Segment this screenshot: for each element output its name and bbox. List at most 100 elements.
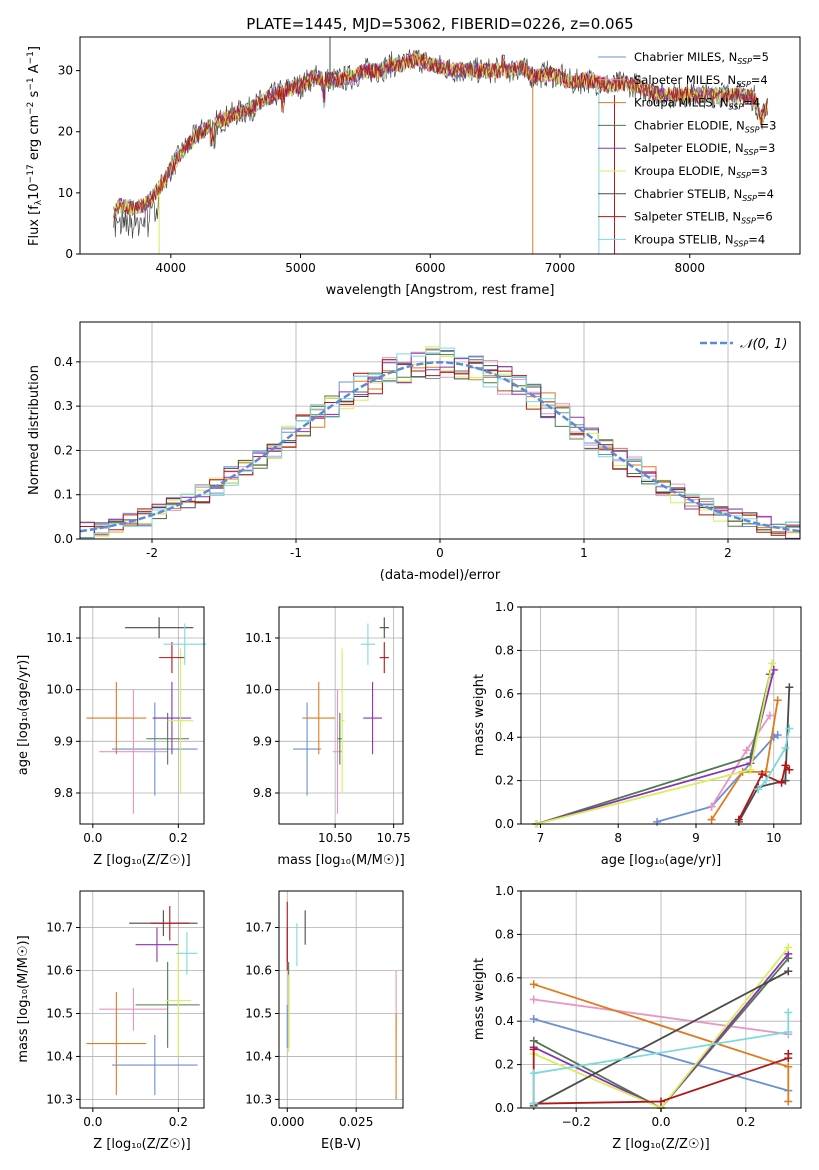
spectrum-line <box>113 52 768 214</box>
y-tick-label: 10.0 <box>46 683 73 697</box>
spectrum-legend: Chabrier MILES, NSSP=5 Salpeter MILES, NS… <box>598 50 776 248</box>
spectrum-panel: 4000 5000 6000 7000 8000 0 10 20 30 wavelength [… <box>26 36 801 298</box>
y-tick-label: 0.3 <box>54 399 73 413</box>
weight-marker <box>785 724 794 733</box>
legend-entry: Salpeter MILES, NSSP=4 <box>634 73 768 89</box>
age-vs-Z-ylabel: age [log₁₀(age/yr)] <box>16 655 31 776</box>
y-tick-label: 1.0 <box>495 600 514 614</box>
y-tick-label: 0.1 <box>54 488 73 502</box>
legend-entry: Kroupa ELODIE, NSSP=3 <box>634 164 768 180</box>
x-tick-label: 5000 <box>285 261 316 275</box>
y-tick-label: 0 <box>65 247 73 261</box>
residual-legend: 𝒩(0, 1) <box>700 337 787 352</box>
y-tick-label: 10.3 <box>46 1092 73 1106</box>
y-tick-label: 9.9 <box>54 734 73 748</box>
y-tick-label: 0.4 <box>54 355 73 369</box>
weight-marker <box>707 802 716 811</box>
residual-xlabel: (data-model)/error <box>380 568 501 583</box>
x-tick-label: 6000 <box>415 261 446 275</box>
weight-marker <box>784 1097 793 1106</box>
x-tick-label: 0.025 <box>339 1115 373 1129</box>
weight-marker <box>734 815 743 824</box>
y-tick-label: 0.8 <box>495 927 514 941</box>
x-tick-label: 9 <box>692 831 700 845</box>
y-tick-label: 0.8 <box>495 643 514 657</box>
mass-vs-Z-panel: 0.0 0.2 10.3 10.4 10.5 10.6 10.7 Z [log₁₀(Z/Z☉… <box>16 890 205 1152</box>
weight-marker <box>784 1062 793 1071</box>
y-tick-label: 10.0 <box>245 683 272 697</box>
weight-marker <box>785 765 794 774</box>
spectrum-line <box>113 51 768 220</box>
weight-marker <box>777 778 786 787</box>
y-tick-label: 0.4 <box>495 1014 514 1028</box>
weight-vs-age-ylabel: mass weight <box>472 674 487 756</box>
weight-line <box>757 728 791 790</box>
weight-marker <box>529 1069 538 1078</box>
weight-marker <box>657 1097 665 1106</box>
weight-marker <box>529 1045 538 1054</box>
weight-marker <box>784 943 793 952</box>
y-tick-label: 0.0 <box>495 1101 514 1115</box>
legend-entry: Salpeter ELODIE, NSSP=3 <box>634 141 775 157</box>
x-tick-label: 0.0 <box>83 1115 102 1129</box>
weight-vs-age-panel: 7 8 9 10 0.0 0.2 0.4 0.6 0.8 1.0 age [log₁₀(age/y… <box>472 600 802 868</box>
weight-marker <box>773 731 782 740</box>
x-tick-label: 4000 <box>156 261 187 275</box>
weight-marker <box>765 711 774 720</box>
weight-marker <box>781 761 790 770</box>
y-tick-label: 10.5 <box>46 1006 73 1020</box>
spectrum-line <box>113 54 768 221</box>
x-tick-label: 10 <box>766 831 781 845</box>
x-tick-label: 0.000 <box>270 1115 304 1129</box>
weight-marker <box>529 1099 538 1108</box>
x-tick-label: 10.50 <box>318 831 352 845</box>
weight-line <box>533 1018 789 1092</box>
weight-marker <box>784 1008 793 1017</box>
x-tick-label: -1 <box>290 546 302 560</box>
weight-marker <box>529 995 538 1004</box>
weight-marker <box>784 1049 793 1058</box>
y-tick-label: 9.9 <box>253 734 272 748</box>
x-tick-label: 10.75 <box>376 831 410 845</box>
y-tick-label: 0.6 <box>495 687 514 701</box>
histogram-step <box>80 359 800 536</box>
x-tick-label: 0.2 <box>169 831 188 845</box>
x-tick-label: 0.0 <box>83 831 102 845</box>
x-tick-label: 8000 <box>674 261 705 275</box>
weight-vs-Z-xlabel: Z [log₁₀(Z/Z☉)] <box>612 1137 709 1152</box>
x-tick-label: 7000 <box>545 261 576 275</box>
weight-marker <box>529 1015 538 1024</box>
mass-vs-ebv-xlabel: E(B-V) <box>321 1137 361 1152</box>
weight-marker <box>758 770 767 779</box>
normal-curve <box>79 361 801 533</box>
y-tick-label: 10.7 <box>245 921 272 935</box>
age-vs-mass-panel: 10.50 10.75 9.8 9.9 10.0 10.1 mass [log₁₀(M/M… <box>245 606 411 868</box>
weight-vs-Z-ylabel: mass weight <box>472 958 487 1040</box>
weight-marker <box>746 765 755 774</box>
mass-vs-Z-ylabel: mass [log₁₀(M/M☉)] <box>16 935 31 1062</box>
weight-vs-age-xlabel: age [log₁₀(age/yr)] <box>601 853 722 868</box>
x-tick-label: −0.2 <box>562 1115 591 1129</box>
x-tick-label: 0.2 <box>736 1115 755 1129</box>
spectrum-line <box>113 52 768 221</box>
y-tick-label: 30 <box>58 64 73 78</box>
weight-marker <box>781 744 790 753</box>
weight-marker <box>785 683 794 692</box>
weight-line <box>533 998 789 1036</box>
weight-marker <box>762 776 770 785</box>
y-tick-label: 0.0 <box>54 532 73 546</box>
legend-entry: Salpeter STELIB, NSSP=6 <box>634 210 773 226</box>
spectrum-ylabel: Flux [fλ10−17 erg cm−2 s−1 A−1] <box>26 46 44 246</box>
weight-line <box>532 1012 790 1104</box>
y-tick-label: 10.1 <box>46 631 73 645</box>
weight-line <box>533 970 789 1107</box>
y-tick-label: 0.4 <box>495 730 514 744</box>
legend-entry: Kroupa MILES, NSSP=4 <box>634 96 760 112</box>
y-tick-label: 10.1 <box>245 631 272 645</box>
weight-marker <box>784 967 793 976</box>
residual-legend-label: 𝒩(0, 1) <box>740 337 787 352</box>
weight-marker <box>742 746 751 755</box>
age-vs-Z-panel: 0.0 0.2 9.8 9.9 10.0 10.1 Z [log₁₀(Z/Z☉)] age… <box>16 606 207 868</box>
weight-marker <box>768 659 777 668</box>
